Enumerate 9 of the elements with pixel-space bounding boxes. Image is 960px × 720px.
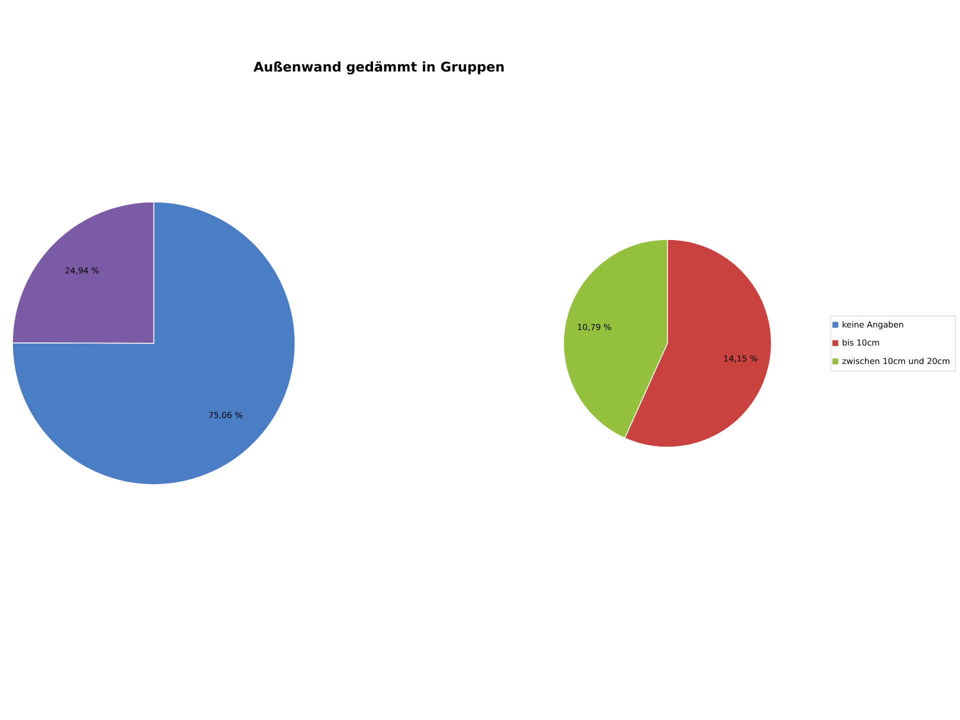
data-label: 14,15 % bbox=[723, 354, 758, 364]
pie-slice bbox=[12, 202, 296, 485]
legend-label: bis 10cm bbox=[842, 338, 880, 348]
legend-label: keine Angaben bbox=[842, 319, 904, 330]
data-label: 10,79 % bbox=[577, 322, 612, 332]
data-label: 24,94 % bbox=[64, 266, 100, 276]
data-label: 75,06 % bbox=[208, 410, 243, 420]
chart-title: Außenwand gedämmt in Gruppen bbox=[254, 60, 505, 76]
legend-label: zwischen 10cm und 20cm bbox=[842, 356, 950, 366]
